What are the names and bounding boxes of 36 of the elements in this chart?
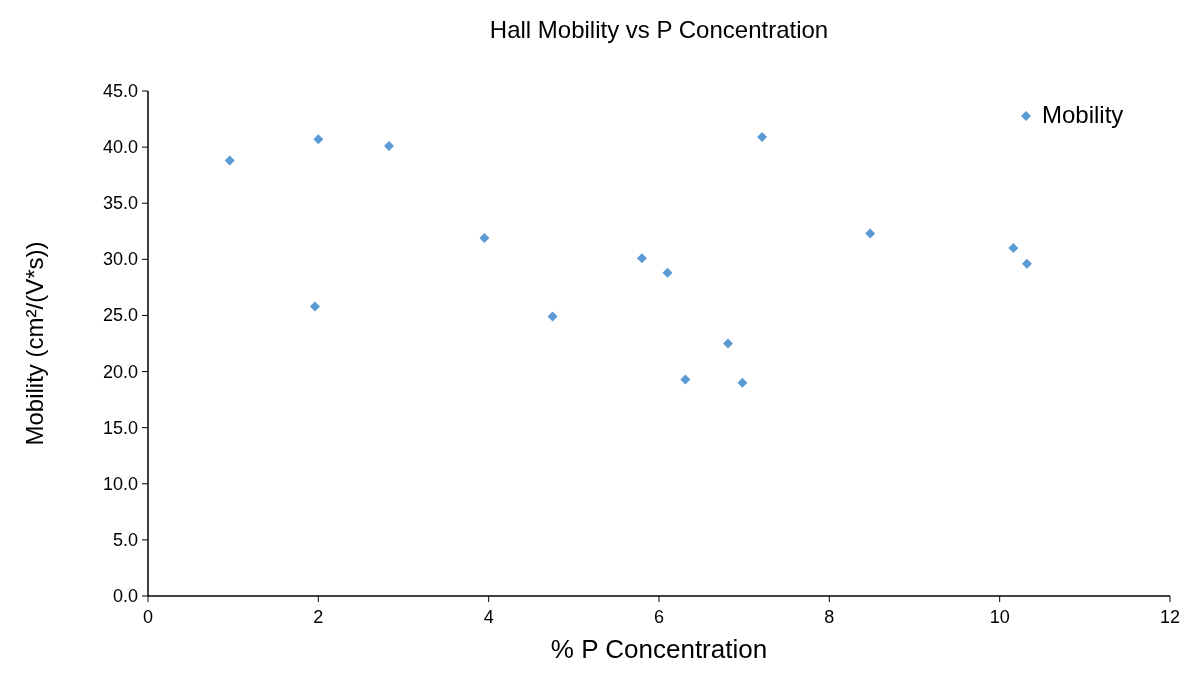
x-tick-label: 4: [483, 607, 494, 627]
x-axis-title: % P Concentration: [550, 634, 768, 664]
y-tick-label: 10.0: [102, 473, 138, 494]
x-tick-label: 2: [313, 607, 324, 627]
point: [309, 301, 320, 312]
point: [636, 253, 647, 264]
point: [757, 132, 768, 143]
point: [1008, 243, 1019, 254]
y-tick-label: 25.0: [102, 305, 138, 326]
y-tick-label: 0.0: [112, 586, 138, 606]
chart-title: Hall Mobility vs P Concentration: [489, 16, 829, 43]
y-tick-label: 20.0: [102, 361, 138, 382]
y-axis-title: Mobility (cm²/(V*s)): [21, 241, 48, 446]
point: [722, 338, 733, 349]
x-tick-label: 10: [989, 607, 1010, 627]
y-tick-label: 5.0: [112, 529, 138, 550]
point: [1021, 258, 1032, 269]
point: [547, 311, 558, 322]
y-tick-label: 45.0: [102, 81, 138, 101]
point: [313, 134, 324, 145]
legend-label: Mobility: [1042, 101, 1124, 128]
y-tick-label: 35.0: [102, 193, 138, 214]
point: [479, 233, 490, 244]
y-tick-label: 40.0: [102, 137, 138, 158]
point: [680, 374, 691, 385]
point: [384, 140, 395, 151]
y-tick-label: 30.0: [102, 249, 138, 270]
x-tick-label: 6: [653, 607, 665, 627]
point: [224, 155, 235, 166]
x-tick-label: 0: [142, 607, 154, 627]
point: [737, 377, 748, 388]
y-tick-label: 15.0: [102, 417, 138, 438]
point: [662, 267, 673, 278]
point: [865, 228, 876, 239]
x-tick-label: 12: [1159, 607, 1181, 627]
x-tick-label: 8: [824, 607, 835, 627]
